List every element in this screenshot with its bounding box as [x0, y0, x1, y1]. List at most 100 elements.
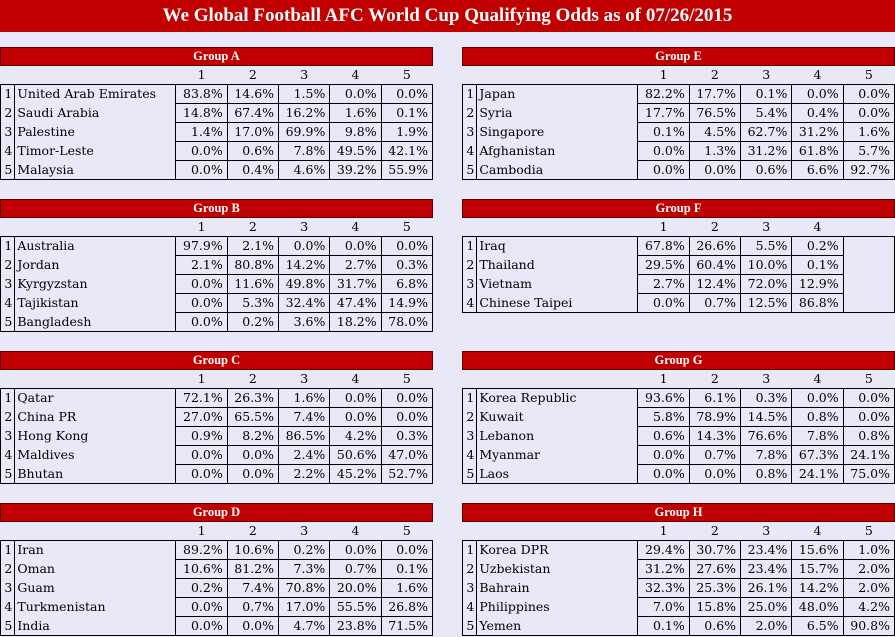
odds-cell: 7.3% [278, 559, 331, 579]
odds-cell: 0.0% [175, 141, 228, 161]
table-row: 4 Philippines 7.0% 15.8% 25.0% 48.0% 4.2% [461, 597, 895, 617]
table-row: 5 Laos 0.0% 0.0% 0.8% 24.1% 75.0% [461, 464, 895, 484]
odds-cell: 0.0% [278, 236, 331, 256]
team-name: Australia [14, 236, 177, 256]
odds-cell: 70.8% [278, 578, 331, 598]
team-name: Yemen [476, 616, 639, 636]
odds-cell: 0.0% [381, 388, 434, 408]
odds-cell: 14.2% [278, 255, 331, 275]
odds-cell: 14.3% [689, 426, 742, 446]
odds-cell: 4.6% [278, 160, 331, 180]
odds-cell: 7.8% [278, 141, 331, 161]
table-row: 1 Korea DPR 29.4% 30.7% 23.4% 15.6% 1.0% [461, 540, 895, 560]
odds-cell: 55.9% [381, 160, 434, 180]
table-row: 4 Turkmenistan 0.0% 0.7% 17.0% 55.5% 26.8% [0, 597, 434, 617]
odds-cell: 2.4% [278, 445, 331, 465]
odds-cell: 48.0% [791, 597, 844, 617]
team-rank: 5 [0, 312, 15, 332]
odds-cell: 24.1% [843, 445, 895, 465]
odds-cell: 0.8% [791, 407, 844, 427]
odds-cell: 15.8% [689, 597, 742, 617]
odds-cell: 0.0% [843, 407, 895, 427]
team-name: Chinese Taipei [476, 293, 639, 313]
odds-cell [843, 255, 895, 275]
group-header: Group D [0, 503, 433, 522]
team-name: Hong Kong [14, 426, 177, 446]
team-name: Kuwait [476, 407, 639, 427]
odds-cell: 4.2% [843, 597, 895, 617]
team-rank: 3 [0, 578, 15, 598]
odds-cell: 0.0% [843, 84, 895, 104]
odds-cell: 0.1% [637, 122, 690, 142]
odds-cell: 6.6% [791, 160, 844, 180]
position-column-header: 4 [329, 217, 382, 237]
team-name: Guam [14, 578, 177, 598]
team-rank: 4 [461, 141, 477, 161]
team-name: Syria [476, 103, 639, 123]
team-name: Qatar [14, 388, 177, 408]
odds-cell: 0.9% [175, 426, 228, 446]
table-row: 2 Jordan 2.1% 80.8% 14.2% 2.7% 0.3% [0, 255, 434, 275]
team-name: Lebanon [476, 426, 639, 446]
odds-cell: 2.0% [843, 559, 895, 579]
table-row: 4 Chinese Taipei 0.0% 0.7% 12.5% 86.8% [461, 293, 895, 313]
odds-cell: 0.0% [175, 616, 228, 636]
odds-cell: 26.3% [227, 388, 280, 408]
team-rank: 3 [461, 122, 477, 142]
odds-cell: 29.5% [637, 255, 690, 275]
odds-cell: 12.4% [689, 274, 742, 294]
team-rank: 2 [461, 407, 477, 427]
odds-cell: 26.1% [740, 578, 793, 598]
position-column-header: 5 [843, 65, 895, 85]
group-header: Group B [0, 199, 433, 218]
odds-cell: 17.7% [689, 84, 742, 104]
odds-cell: 72.1% [175, 388, 228, 408]
odds-cell: 0.0% [329, 540, 382, 560]
position-column-header: 1 [175, 217, 228, 237]
odds-cell: 0.0% [637, 445, 690, 465]
odds-cell: 14.9% [381, 293, 434, 313]
odds-cell: 0.7% [329, 559, 382, 579]
odds-cell: 32.4% [278, 293, 331, 313]
group-table-e: Group E 1 2 3 4 5 1 Japan 82.2% 17.7% 0.1% 0.0% 0.0%… [461, 47, 895, 180]
table-row: 5 India 0.0% 0.0% 4.7% 23.8% 71.5% [0, 616, 434, 636]
odds-cell: 6.1% [689, 388, 742, 408]
odds-cell: 26.6% [689, 236, 742, 256]
odds-cell: 92.7% [843, 160, 895, 180]
odds-cell: 1.4% [175, 122, 228, 142]
odds-cell: 0.1% [791, 255, 844, 275]
odds-cell: 0.0% [637, 293, 690, 313]
odds-cell: 0.6% [689, 616, 742, 636]
odds-cell: 5.5% [740, 236, 793, 256]
team-name: Timor-Leste [14, 141, 177, 161]
odds-cell: 24.1% [791, 464, 844, 484]
odds-cell: 97.9% [175, 236, 228, 256]
odds-cell: 4.5% [689, 122, 742, 142]
odds-cell: 17.7% [637, 103, 690, 123]
odds-cell: 0.4% [791, 103, 844, 123]
position-column-header: 2 [689, 521, 741, 541]
team-name: Maldives [14, 445, 177, 465]
team-name: Afghanistan [476, 141, 639, 161]
group-header: Group A [0, 47, 433, 66]
team-rank: 4 [0, 597, 15, 617]
odds-cell: 0.1% [381, 559, 434, 579]
position-column-header: 1 [175, 65, 228, 85]
odds-cell: 8.2% [227, 426, 280, 446]
team-name: Thailand [476, 255, 639, 275]
table-row: 1 Iran 89.2% 10.6% 0.2% 0.0% 0.0% [0, 540, 434, 560]
odds-cell: 32.3% [637, 578, 690, 598]
position-column-header: 2 [689, 369, 741, 389]
team-name: Oman [14, 559, 177, 579]
odds-cell: 0.0% [843, 388, 895, 408]
odds-cell: 0.0% [689, 464, 742, 484]
team-name: Philippines [476, 597, 639, 617]
odds-cell: 17.0% [278, 597, 331, 617]
team-rank: 3 [0, 426, 15, 446]
odds-cell: 0.0% [175, 293, 228, 313]
odds-cell: 0.3% [381, 255, 434, 275]
table-row: 4 Timor-Leste 0.0% 0.6% 7.8% 49.5% 42.1% [0, 141, 434, 161]
team-name: Bangladesh [14, 312, 177, 332]
odds-cell: 93.6% [637, 388, 690, 408]
team-rank: 5 [461, 616, 477, 636]
